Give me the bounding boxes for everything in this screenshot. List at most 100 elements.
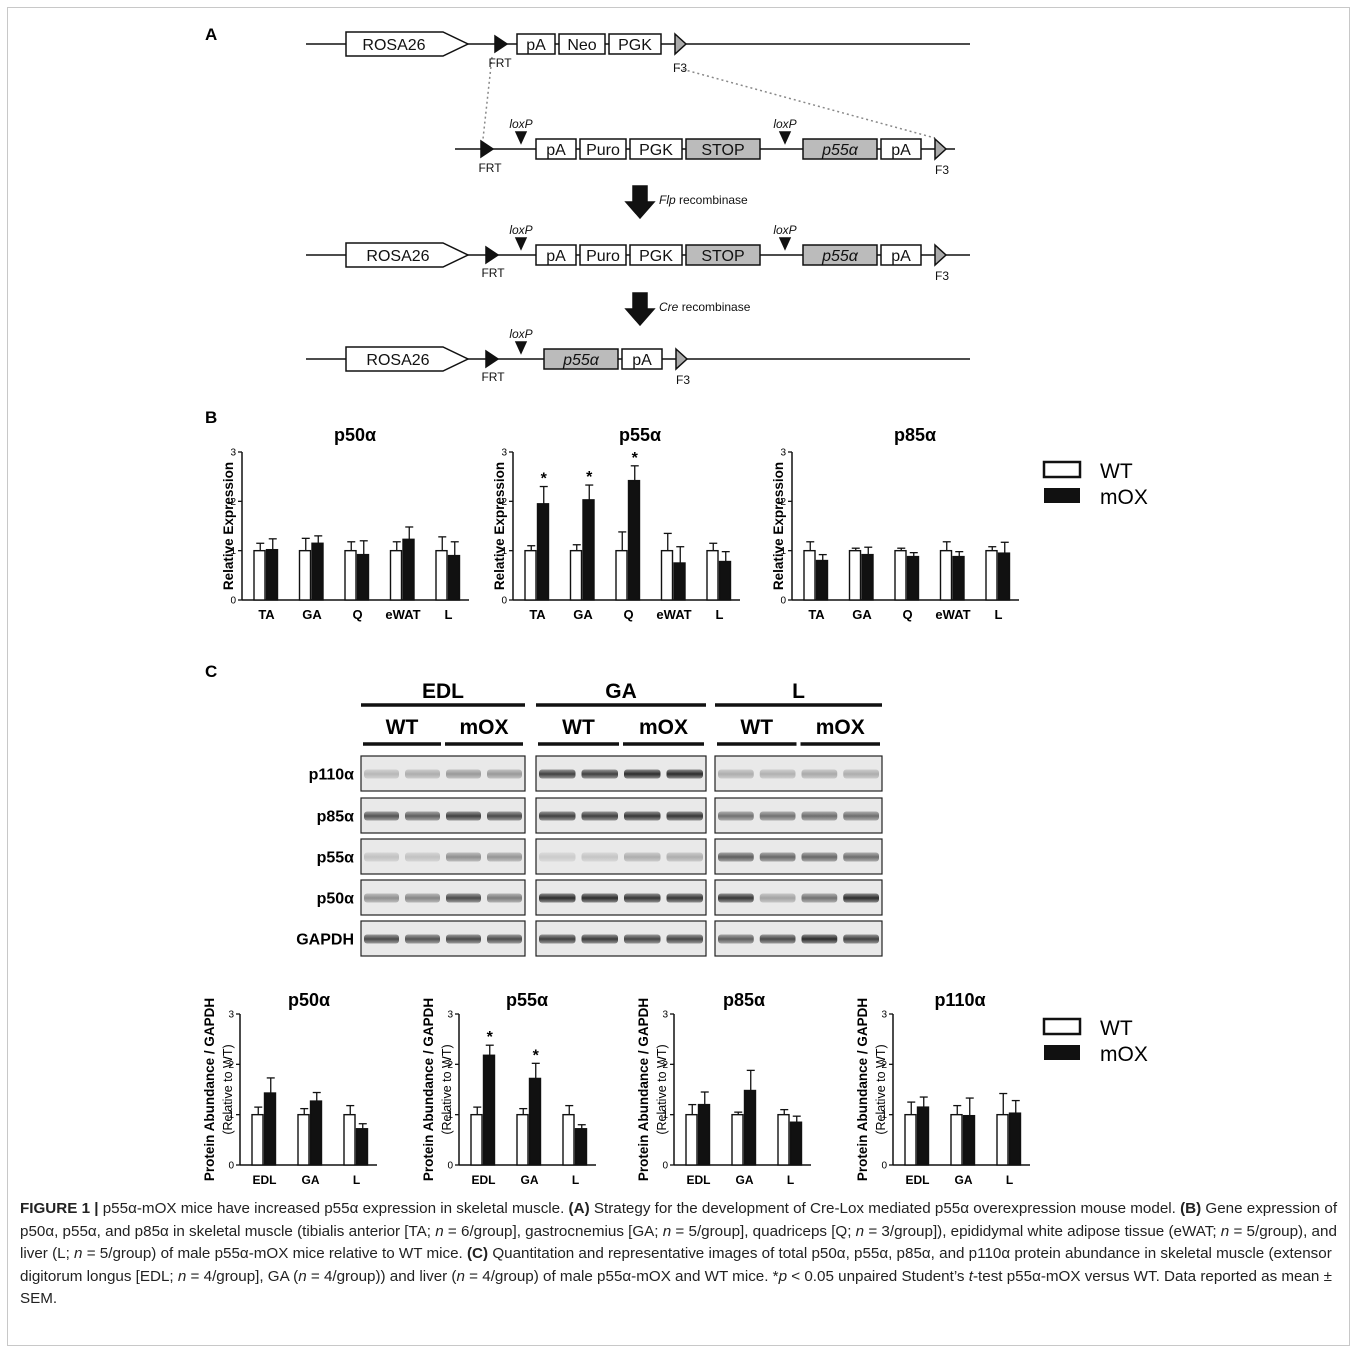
stop-label: STOP [701, 142, 744, 159]
blot-band [843, 934, 879, 944]
blot-band [801, 934, 838, 944]
blot-band [487, 934, 522, 944]
frt-label: FRT [481, 370, 505, 384]
x-tick-label: EDL [472, 1173, 496, 1187]
p55-label: p55α [821, 248, 859, 265]
caption-ref: (B) [1180, 1200, 1202, 1217]
caption-italic: n [855, 1222, 865, 1240]
cre-label: Cre recombinase [659, 300, 751, 314]
tissue-label: GA [605, 680, 637, 703]
significance-star: * [541, 471, 548, 488]
rosa26-label: ROSA26 [362, 37, 425, 54]
blot-band [624, 852, 661, 862]
significance-star: * [533, 1047, 540, 1064]
blot-band [539, 811, 576, 821]
group-label: mOX [639, 716, 688, 739]
bar-wt [562, 1113, 575, 1166]
legend-mox-label: mOX [1100, 486, 1148, 509]
bar-mox [627, 479, 641, 601]
y-axis-label: Relative Expression [221, 462, 236, 590]
y-tick-label: 1 [228, 1110, 234, 1121]
x-tick-label: GA [573, 607, 593, 622]
y-tick-label: 2 [230, 497, 236, 508]
frt-label: FRT [478, 161, 502, 175]
blot-band [539, 934, 576, 944]
x-tick-label: GA [955, 1173, 973, 1187]
blot-band [446, 852, 481, 862]
blot-band [446, 811, 481, 821]
caption-italic: n [435, 1222, 444, 1240]
y-tick-label: 3 [230, 448, 236, 459]
rosa26-arrow [345, 31, 470, 57]
y-tick-label: 0 [228, 1161, 234, 1172]
blot-band [624, 769, 661, 779]
blot-band [364, 769, 399, 779]
p55-label: p55α [562, 352, 600, 369]
caption-text: Gene expression of p50α, p55α, and p85α … [20, 1200, 1338, 1240]
bar-mox [265, 548, 279, 601]
y-tick-label: 1 [780, 546, 786, 557]
bar-chart-5: 0 1 2 3 p55α Protein Abundance / GAPDH (Relati… [421, 990, 596, 1187]
y-axis-label: Protein Abundance / GAPDH [636, 998, 651, 1181]
blot-band [843, 893, 879, 903]
x-tick-label: Q [352, 607, 362, 622]
x-tick-label: GA [852, 607, 872, 622]
pa-label: pA [546, 248, 566, 265]
blot-band [405, 811, 440, 821]
caption-text: = 4/group], GA ( [186, 1267, 299, 1285]
x-tick-label: TA [258, 607, 275, 622]
blot-band [487, 811, 522, 821]
bar-mox [789, 1121, 803, 1166]
blot-band [487, 769, 522, 779]
bar-wt [344, 549, 357, 601]
caption-text: Quantitation and representative images o… [20, 1245, 1332, 1285]
x-tick-label: GA [302, 1173, 320, 1187]
blot-band [624, 934, 661, 944]
bar-mox [1008, 1112, 1022, 1166]
puro-label: Puro [586, 248, 620, 265]
blot-band [624, 893, 661, 903]
y-tick-label: 1 [501, 546, 507, 557]
pa-label: pA [891, 142, 911, 159]
bar-wt [524, 549, 537, 601]
x-tick-label: L [787, 1173, 794, 1187]
bar-mox [673, 562, 686, 601]
caption-italic: t [968, 1267, 973, 1285]
pa-label: pA [632, 352, 652, 369]
y-tick-label: 3 [662, 1010, 668, 1021]
y-axis-sublabel: (Relative to WT) [440, 1044, 454, 1134]
bar-wt [251, 1113, 264, 1166]
loxp-label: loxP [773, 117, 796, 131]
blot-band [364, 934, 399, 944]
y-tick-label: 2 [881, 1060, 887, 1071]
x-tick-label: eWAT [935, 607, 970, 622]
chart-title: p55α [506, 990, 548, 1010]
caption-text: = 4/group)) and liver ( [306, 1267, 457, 1285]
bar-wt [297, 1113, 310, 1166]
x-tick-label: TA [529, 607, 546, 622]
bar-mox [447, 554, 461, 601]
protein-label: p110α [309, 767, 355, 784]
legend-wt-label: WT [1100, 1017, 1133, 1040]
blot-band [581, 769, 618, 779]
caption-text: = 5/group) of male p55α-mOX mice relativ… [82, 1245, 467, 1262]
bar-wt [660, 549, 674, 601]
bar-mox [861, 553, 874, 601]
loxp-label: loxP [509, 327, 532, 341]
group-label: mOX [459, 716, 508, 739]
bar-mox [528, 1077, 542, 1166]
caption-text: = 5/group], quadriceps [Q; [671, 1222, 856, 1240]
blot-band [405, 769, 440, 779]
bar-chart-7: 0 1 2 3 p110α Protein Abundance / GAPDH (Relat… [855, 990, 1030, 1187]
legend-protein: WT mOX [1042, 1017, 1148, 1066]
chart-title: p85α [723, 990, 765, 1010]
blot-band [666, 852, 703, 862]
blot-band [718, 852, 754, 862]
figure-frame [7, 7, 1350, 1346]
flp-arrow [624, 185, 656, 220]
bar-wt [848, 549, 862, 601]
bar-mox [482, 1054, 496, 1166]
chart-title: p50α [288, 990, 330, 1010]
